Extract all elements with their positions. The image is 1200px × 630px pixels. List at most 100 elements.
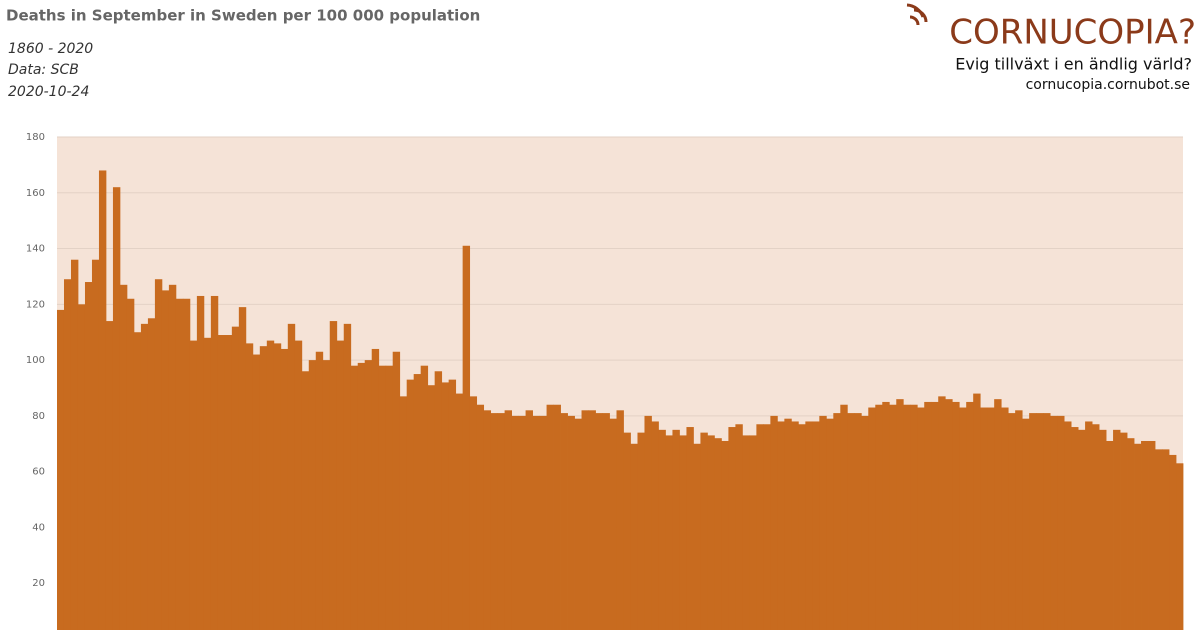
brand-tagline: Evig tillväxt i en ändlig värld? (955, 55, 1192, 74)
bar (448, 379, 457, 630)
bar (938, 396, 946, 630)
bar (224, 335, 233, 630)
bar (651, 421, 659, 630)
bar (490, 413, 499, 630)
bar (798, 424, 806, 630)
bar (133, 332, 142, 630)
y-tick-label: 160 (26, 188, 45, 199)
bar (770, 415, 778, 630)
bar (238, 307, 247, 630)
bar (322, 360, 331, 630)
bar (721, 440, 729, 630)
bar (266, 340, 275, 630)
bar (1134, 443, 1142, 630)
bar (350, 365, 359, 630)
bar (826, 418, 834, 630)
bar (84, 282, 93, 630)
bar (343, 323, 352, 630)
bar (287, 323, 296, 630)
bar (644, 415, 652, 630)
bar (973, 393, 981, 630)
bar (742, 435, 750, 630)
bar (931, 401, 939, 630)
bar (763, 424, 771, 630)
bar (847, 413, 855, 630)
bar (777, 421, 785, 630)
bar (735, 424, 743, 630)
bar (539, 415, 547, 630)
bar (679, 435, 687, 630)
bar (756, 424, 764, 630)
bar (497, 413, 506, 630)
bar (259, 346, 268, 630)
bar (189, 340, 198, 630)
y-tick-label: 100 (26, 355, 45, 366)
logo-icon (906, 3, 928, 26)
bar (518, 415, 526, 630)
bar (231, 326, 240, 630)
bar (1162, 449, 1170, 630)
bar (70, 259, 79, 630)
y-tick-label: 120 (26, 299, 45, 310)
bar (476, 404, 485, 630)
bar (1022, 418, 1030, 630)
bar (168, 284, 177, 630)
bar (273, 343, 282, 630)
bar (917, 407, 925, 630)
bar (1127, 438, 1135, 630)
bar (1064, 421, 1072, 630)
bar (791, 421, 799, 630)
bar (1078, 429, 1086, 630)
bar (161, 290, 170, 630)
bar (1120, 432, 1128, 630)
bar (77, 304, 86, 630)
y-tick-label: 180 (26, 132, 45, 143)
chart-title: Deaths in September in Sweden per 100 00… (6, 7, 480, 25)
bar (686, 427, 694, 630)
bar (504, 410, 512, 630)
bar (105, 321, 114, 630)
bar (308, 360, 317, 630)
subtitle: 1860 - 2020 (8, 41, 93, 57)
bar (427, 385, 436, 630)
y-tick-label: 20 (32, 578, 45, 589)
bar (126, 298, 135, 630)
bar (182, 298, 191, 630)
bar (714, 438, 722, 630)
bar (924, 401, 932, 630)
bar (392, 351, 401, 630)
y-tick-label: 60 (32, 467, 45, 478)
y-tick-label: 140 (26, 244, 45, 255)
bar (385, 365, 394, 630)
bar (399, 396, 408, 630)
bar (413, 374, 422, 630)
bar (1099, 429, 1107, 630)
bar (315, 351, 324, 630)
bar (623, 432, 631, 630)
bar (462, 245, 471, 630)
bar (175, 298, 184, 630)
bar (441, 382, 450, 630)
bar (217, 335, 226, 630)
bar (588, 410, 596, 630)
bar (98, 170, 107, 630)
bar (1071, 427, 1079, 630)
bar (987, 407, 995, 630)
bar (483, 410, 492, 630)
bar (616, 410, 624, 630)
bar (140, 323, 149, 630)
bar (749, 435, 757, 630)
bar (1092, 424, 1100, 630)
bar (574, 418, 582, 630)
bar (700, 432, 708, 630)
bar (665, 435, 673, 630)
bar (875, 404, 883, 630)
bar (560, 413, 568, 630)
bar (294, 340, 303, 630)
bar (469, 396, 478, 630)
bar (301, 371, 310, 630)
bar (567, 415, 575, 630)
bar (525, 410, 533, 630)
bar (994, 399, 1002, 630)
bar (1106, 440, 1114, 630)
